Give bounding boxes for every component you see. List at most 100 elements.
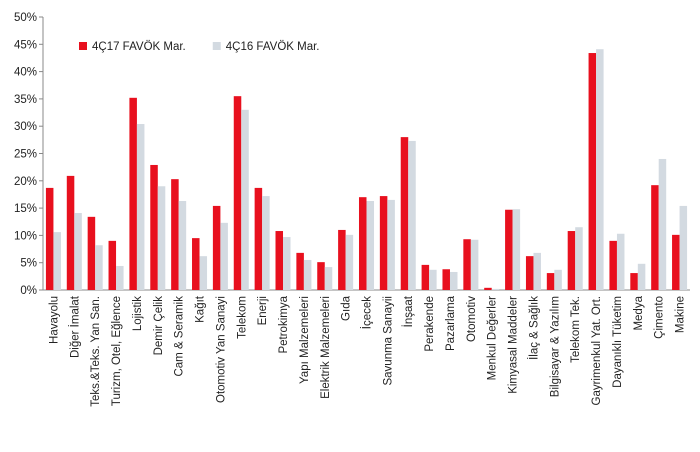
y-tick-label: 40% — [14, 67, 37, 79]
x-tick-label: Gayrimenkul Yat. Ort. — [591, 296, 603, 406]
bar — [442, 269, 450, 290]
bar — [546, 273, 555, 290]
legend-label: 4Ç16 FAVÖK Mar. — [226, 41, 320, 53]
bar — [254, 187, 263, 290]
bar — [491, 288, 500, 290]
bar — [567, 231, 576, 290]
bar — [463, 239, 471, 290]
bar — [470, 239, 479, 290]
x-tick-label: İnşaat — [402, 295, 415, 327]
bar — [387, 199, 395, 290]
bar — [53, 232, 61, 290]
x-tick-label: Kimyasal Maddeler — [508, 296, 520, 394]
y-tick-label: 25% — [14, 149, 37, 161]
x-tick-label: Demir Çelik — [153, 296, 165, 356]
bar — [596, 49, 604, 290]
bar — [345, 234, 354, 290]
bar — [150, 164, 158, 290]
y-tick-label: 20% — [14, 176, 37, 188]
y-tick-label: 50% — [14, 12, 37, 24]
bar — [338, 229, 346, 290]
bar — [366, 201, 375, 290]
bar — [275, 231, 284, 290]
bar — [449, 271, 458, 290]
bar — [609, 240, 617, 290]
bar — [212, 205, 221, 290]
x-tick-label: Elektrik Malzemeleri — [320, 296, 332, 399]
bar — [116, 265, 124, 290]
y-tick-label: 45% — [14, 39, 37, 51]
bar — [157, 186, 166, 290]
x-tick-label: Gıda — [341, 295, 353, 321]
bar — [262, 196, 270, 290]
bar — [199, 256, 208, 290]
x-tick-label: Telekom Tek. — [570, 296, 582, 363]
bar — [303, 259, 312, 290]
legend-label: 4Ç17 FAVÖK Mar. — [92, 41, 186, 53]
x-tick-label: Otomotiv — [466, 296, 478, 342]
bar — [220, 222, 228, 290]
x-tick-label: Petrokimya — [278, 295, 290, 353]
x-tick-label: Kağıt — [195, 295, 207, 323]
bar — [651, 185, 659, 290]
bar — [672, 234, 680, 290]
y-tick-label: 5% — [20, 258, 37, 270]
bar — [233, 96, 242, 290]
y-tick-label: 35% — [14, 94, 37, 106]
bar — [421, 264, 430, 290]
x-tick-label: Otomotiv Yan Sanayi — [215, 296, 227, 403]
bar — [74, 213, 82, 290]
bar — [658, 158, 667, 290]
bar — [317, 262, 325, 290]
x-tick-label: Dayanıklı Tüketim — [612, 296, 624, 388]
x-tick-label: Teks.&Teks. Yan San. — [90, 296, 102, 407]
x-tick-label: İlaç & Sağlık — [527, 296, 540, 360]
x-tick-label: İçecek — [361, 296, 374, 329]
x-tick-label: Makine — [675, 296, 687, 333]
bar — [178, 201, 187, 290]
x-tick-label: Pazarlama — [445, 295, 457, 351]
x-tick-label: Bilgisayar & Yazılım — [549, 296, 561, 397]
bar — [283, 237, 291, 290]
x-tick-label: Yapı Malzemeleri — [299, 296, 311, 384]
x-tick-label: Çimento — [654, 296, 666, 339]
bar — [637, 263, 646, 290]
legend-swatch — [212, 42, 221, 50]
bar — [588, 53, 597, 291]
bar — [241, 109, 249, 290]
y-tick-label: 30% — [14, 121, 37, 133]
legend-swatch — [79, 42, 87, 50]
bar — [324, 267, 333, 290]
bar — [505, 209, 513, 290]
x-tick-label: Havayolu — [48, 296, 60, 344]
x-tick-label: Lojistik — [132, 296, 144, 331]
bar — [429, 269, 437, 290]
bar — [66, 175, 75, 290]
bar — [129, 97, 137, 290]
bar — [108, 240, 117, 290]
bar — [192, 238, 200, 290]
bar — [400, 137, 409, 290]
bar — [95, 245, 103, 290]
bar — [679, 205, 688, 290]
bar — [408, 140, 416, 290]
bar — [630, 273, 638, 290]
y-tick-label: 10% — [14, 230, 37, 242]
bar — [554, 269, 562, 290]
bar — [171, 179, 179, 290]
x-tick-label: Diğer İmalat — [68, 295, 81, 358]
bar — [136, 124, 145, 291]
bar — [296, 252, 304, 290]
y-tick-label: 0% — [20, 285, 37, 297]
x-tick-label: Medya — [633, 295, 645, 330]
bar — [45, 187, 54, 290]
x-tick-label: Telekom — [236, 296, 248, 339]
bar — [87, 216, 96, 290]
bar — [379, 196, 388, 290]
bar — [616, 233, 625, 290]
x-tick-label: Turizm, Otel, Eğlence — [111, 296, 123, 406]
x-tick-label: Perakende — [424, 296, 436, 352]
y-tick-label: 15% — [14, 203, 37, 215]
